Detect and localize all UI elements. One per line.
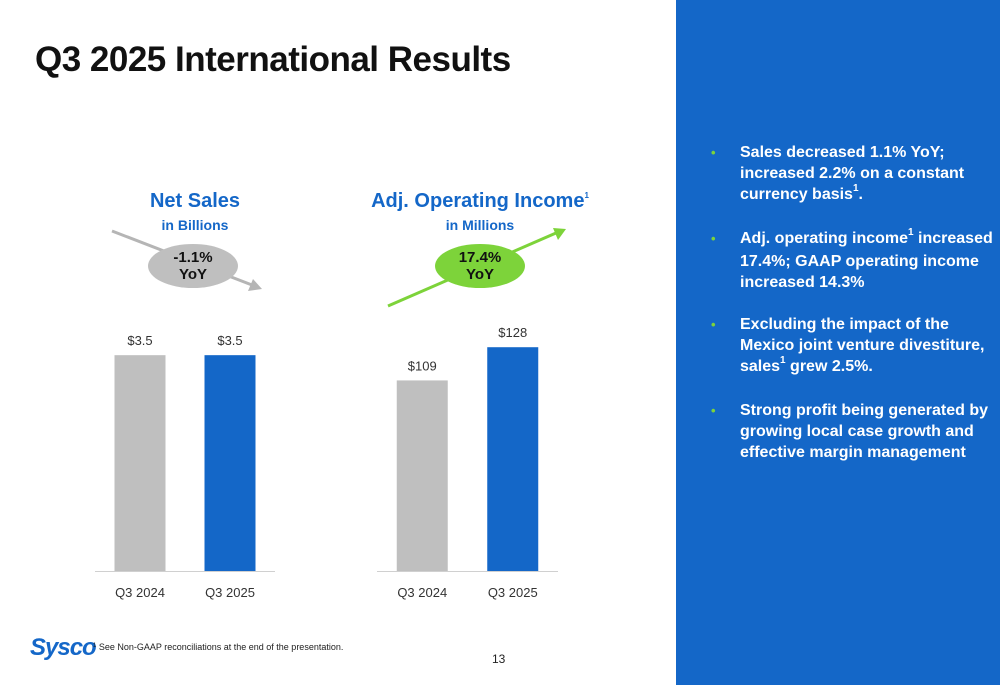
charts-canvas: $3.5 Q3 2024 $3.5 Q3 2025 $109 Q3 2024 $128 Q3… xyxy=(95,228,566,600)
net-sales-yoy-value: -1.1% xyxy=(173,249,213,266)
data-label: $3.5 xyxy=(127,333,152,348)
bullet-1-tail: . xyxy=(858,186,863,203)
bullet-item: • Excluding the impact of the Mexico joi… xyxy=(707,314,997,379)
x-tick-label: Q3 2024 xyxy=(397,585,447,600)
bullet-1-footnote: 1 xyxy=(852,183,859,194)
bullet-symbol: • xyxy=(711,403,716,418)
bullet-3-tail: grew 2.5%. xyxy=(785,358,873,375)
data-label: $128 xyxy=(498,325,527,340)
bullet-4-text: Strong profit being generated by growing… xyxy=(740,402,989,461)
bullet-item: • Adj. operating income1 increased 17.4%… xyxy=(707,227,997,293)
x-tick-label: Q3 2025 xyxy=(205,585,255,600)
bar-q3-2024 xyxy=(396,380,448,571)
net-sales-subtitle: in Billions xyxy=(161,217,229,233)
footnote-marker: 1 xyxy=(93,643,97,649)
data-label: $3.5 xyxy=(217,333,242,348)
summary-bullets: • Sales decreased 1.1% YoY; increased 2.… xyxy=(707,142,997,484)
net-sales-chart: $3.5 Q3 2024 $3.5 Q3 2025 xyxy=(95,333,275,600)
net-sales-title-main: Net Sales xyxy=(149,190,241,212)
bullet-item: • Sales decreased 1.1% YoY; increased 2.… xyxy=(707,142,997,207)
op-income-title-main: Adj. Operating Income1 xyxy=(355,190,605,213)
page-number: 13 xyxy=(492,652,506,666)
data-label: $109 xyxy=(408,358,437,373)
x-tick-label: Q3 2024 xyxy=(115,585,165,600)
bullet-symbol: • xyxy=(711,317,716,332)
op-income-title: Adj. Operating Income1 in Millions xyxy=(355,190,605,233)
bullet-symbol: • xyxy=(711,231,716,246)
footnote-text: See Non-GAAP reconciliations at the end … xyxy=(98,642,344,652)
op-income-yoy-badge: 17.4% YoY xyxy=(435,244,525,288)
bullet-2-text-post: increased 17.4%; GAAP operating income i… xyxy=(740,230,993,291)
bullet-2-text-pre: Adj. operating income xyxy=(740,230,909,247)
op-income-chart: $109 Q3 2024 $128 Q3 2025 xyxy=(377,325,558,600)
x-tick-label: Q3 2025 xyxy=(488,585,538,600)
sysco-logo: Sysco xyxy=(30,634,97,661)
footnote: 1 See Non-GAAP reconciliations at the en… xyxy=(93,642,343,652)
op-income-yoy-label: YoY xyxy=(465,266,495,283)
summary-panel xyxy=(676,0,1000,685)
bullet-1-text: Sales decreased 1.1% YoY; increased 2.2%… xyxy=(740,144,965,203)
op-income-yoy-value: 17.4% xyxy=(458,249,502,266)
bullet-3-footnote: 1 xyxy=(780,355,786,366)
bullet-symbol: • xyxy=(711,145,716,160)
bar-q3-2025 xyxy=(204,355,256,571)
page-title: Q3 2025 International Results xyxy=(35,40,511,79)
bullet-3-text: Excluding the impact of the Mexico joint… xyxy=(740,316,985,375)
op-income-title-text: Adj. Operating Income xyxy=(371,190,585,212)
bullet-2-footnote: 1 xyxy=(908,227,914,238)
op-income-title-footnote: 1 xyxy=(584,191,589,200)
net-sales-title: Net Sales in Billions xyxy=(95,190,295,233)
op-income-subtitle: in Millions xyxy=(445,217,515,233)
bar-q3-2025 xyxy=(487,347,539,571)
bullet-item: • Strong profit being generated by growi… xyxy=(707,400,997,463)
bar-q3-2024 xyxy=(114,355,166,571)
net-sales-yoy-badge: -1.1% YoY xyxy=(148,244,238,288)
net-sales-yoy-label: YoY xyxy=(178,266,208,283)
